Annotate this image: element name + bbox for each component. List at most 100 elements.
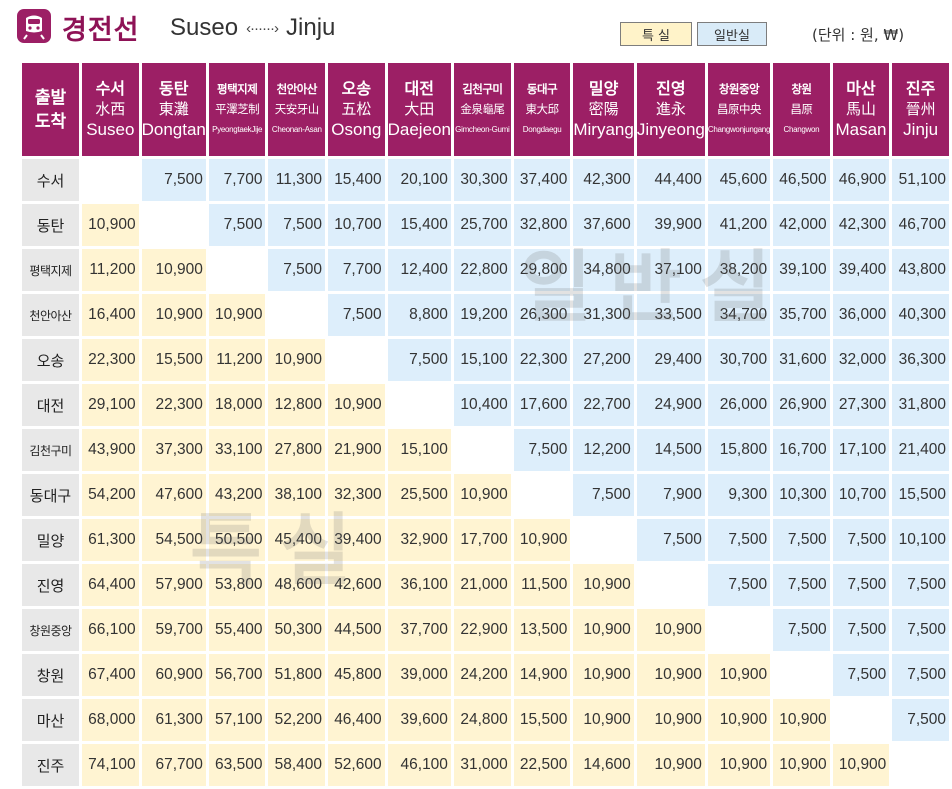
special-fare-cell: 15,500 — [513, 699, 571, 741]
general-fare-cell: 10,300 — [773, 474, 830, 516]
general-fare-cell: 33,500 — [636, 294, 705, 336]
station-name-ko: 동대구 — [526, 81, 558, 96]
empty-cell — [707, 609, 771, 651]
general-fare-cell: 30,300 — [453, 159, 511, 201]
special-fare-cell: 10,900 — [208, 294, 266, 336]
special-fare-cell: 46,100 — [387, 744, 451, 786]
empty-cell — [268, 294, 326, 336]
station-name-ko: 오송 — [341, 78, 372, 98]
empty-cell — [636, 564, 705, 606]
general-fare-cell: 14,500 — [636, 429, 705, 471]
general-fare-cell: 34,800 — [573, 249, 634, 291]
station-name-en: Dongtan — [141, 119, 206, 139]
general-fare-cell: 9,300 — [707, 474, 771, 516]
fare-row: 수서 7,500 7,700 11,300 15,400 20,100 30,300 37,4… — [22, 159, 949, 201]
station-name-en: Gimcheon-Gumi — [455, 124, 510, 134]
station-name-en: Dongdaegu — [522, 124, 562, 134]
station-name-zh: 晉州 — [905, 99, 936, 118]
general-fare-cell: 7,500 — [773, 609, 830, 651]
general-fare-cell: 43,800 — [892, 249, 949, 291]
fare-row: 마산 68,000 61,300 57,100 52,200 46,400 39,600 24… — [22, 699, 949, 741]
fare-row: 밀양 61,300 54,500 50,500 45,400 39,400 32,900 17… — [22, 519, 949, 561]
general-fare-cell: 7,500 — [328, 294, 385, 336]
special-fare-cell: 58,400 — [268, 744, 326, 786]
special-fare-cell: 22,300 — [141, 384, 206, 426]
station-name-ko: 평택지제 — [217, 81, 258, 96]
special-fare-cell: 31,000 — [453, 744, 511, 786]
train-icon — [17, 9, 51, 43]
general-fare-cell: 39,900 — [636, 204, 705, 246]
station-name-en: Jinju — [903, 119, 939, 139]
legend-general-class: 일반실 — [697, 22, 767, 46]
special-fare-cell: 17,700 — [453, 519, 511, 561]
empty-cell — [453, 429, 511, 471]
station-header: 창원중앙 昌原中央 Changwonjungang — [707, 63, 771, 156]
special-fare-cell: 55,400 — [208, 609, 266, 651]
fare-row: 천안아산 16,400 10,900 10,900 7,500 8,800 19,200 26… — [22, 294, 949, 336]
special-fare-cell: 51,800 — [268, 654, 326, 696]
station-name-ko: 진영 — [656, 78, 686, 98]
special-fare-cell: 11,500 — [513, 564, 571, 606]
station-name-zh: 東大邱 — [525, 101, 559, 116]
special-fare-cell: 16,400 — [82, 294, 139, 336]
general-fare-cell: 22,800 — [453, 249, 511, 291]
general-fare-cell: 8,800 — [387, 294, 451, 336]
row-station-name: 대전 — [22, 384, 80, 426]
general-fare-cell: 7,900 — [636, 474, 705, 516]
station-header: 진영 進永 Jinyeong — [636, 63, 705, 156]
general-fare-cell: 42,000 — [773, 204, 830, 246]
special-fare-cell: 10,900 — [832, 744, 890, 786]
currency-unit-note: (단위 : 원, ₩) — [812, 26, 905, 44]
special-fare-cell: 10,900 — [573, 609, 634, 651]
route-label: Suseo ‹······› Jinju — [170, 14, 335, 42]
general-fare-cell: 17,100 — [832, 429, 890, 471]
row-station-name: 창원 — [22, 654, 80, 696]
empty-cell — [141, 204, 206, 246]
empty-cell — [513, 474, 571, 516]
special-fare-cell: 42,600 — [328, 564, 385, 606]
row-station-name: 진주 — [22, 744, 80, 786]
general-fare-cell: 51,100 — [892, 159, 949, 201]
general-fare-cell: 7,500 — [387, 339, 451, 381]
general-fare-cell: 7,500 — [268, 204, 326, 246]
row-station-name: 동대구 — [22, 474, 80, 516]
general-fare-cell: 7,500 — [573, 474, 634, 516]
special-fare-cell: 10,900 — [328, 384, 385, 426]
empty-cell — [773, 654, 830, 696]
departure-label: 출발 — [34, 87, 67, 108]
row-station-name: 창원중앙 — [22, 609, 80, 651]
special-fare-cell: 10,900 — [141, 294, 206, 336]
general-fare-cell: 22,700 — [573, 384, 634, 426]
general-fare-cell: 20,100 — [387, 159, 451, 201]
station-name-ko: 밀양 — [588, 78, 619, 98]
special-fare-cell: 11,200 — [82, 249, 139, 291]
row-station-name: 김천구미 — [22, 429, 80, 471]
general-fare-cell: 26,000 — [707, 384, 771, 426]
special-fare-cell: 13,500 — [513, 609, 571, 651]
station-header: 대전 大田 Daejeon — [387, 63, 451, 156]
special-fare-cell: 10,900 — [636, 609, 705, 651]
special-fare-cell: 50,500 — [208, 519, 266, 561]
station-name-zh: 進永 — [655, 99, 686, 118]
general-fare-cell: 36,300 — [892, 339, 949, 381]
special-fare-cell: 24,800 — [453, 699, 511, 741]
fare-row: 동대구 54,200 47,600 43,200 38,100 32,300 25,500 1… — [22, 474, 949, 516]
general-fare-cell: 35,700 — [773, 294, 830, 336]
fare-row: 진영 64,400 57,900 53,800 48,600 42,600 36,100 21… — [22, 564, 949, 606]
general-fare-cell: 7,700 — [208, 159, 266, 201]
special-fare-cell: 10,900 — [636, 744, 705, 786]
special-fare-cell: 10,900 — [573, 564, 634, 606]
general-fare-cell: 22,300 — [513, 339, 571, 381]
station-name-en: Cheonan-Asan — [271, 124, 322, 134]
special-fare-cell: 33,100 — [208, 429, 266, 471]
station-name-ko: 동탄 — [159, 78, 189, 98]
special-fare-cell: 43,900 — [82, 429, 139, 471]
station-name-zh: 大田 — [404, 99, 435, 118]
station-header: 밀양 密陽 Miryang — [573, 63, 634, 156]
station-header: 수서 水西 Suseo — [82, 63, 139, 156]
general-fare-cell: 7,500 — [268, 249, 326, 291]
row-station-name: 오송 — [22, 339, 80, 381]
general-fare-cell: 45,600 — [707, 159, 771, 201]
row-station-name: 동탄 — [22, 204, 80, 246]
general-fare-cell: 42,300 — [573, 159, 634, 201]
